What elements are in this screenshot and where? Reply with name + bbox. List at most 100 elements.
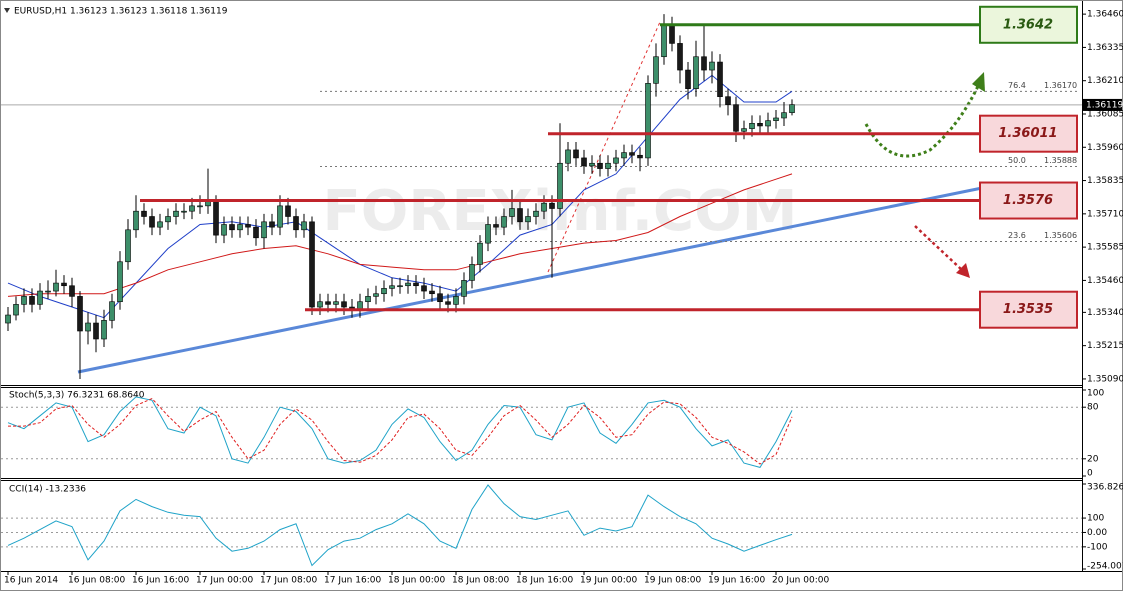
y-tick-label: 1.35090	[1087, 374, 1123, 384]
candle-body	[237, 224, 243, 231]
fib-ratio: 76.4	[1008, 81, 1026, 90]
candle-body	[117, 261, 123, 303]
trend-line	[77, 186, 983, 374]
candle-body	[373, 293, 379, 297]
candle-body	[253, 226, 259, 239]
candle-body	[445, 301, 451, 305]
y-tick-label: 1.35710	[1087, 209, 1123, 219]
candle-body	[629, 152, 635, 156]
candle-body	[37, 290, 43, 305]
candle-body	[549, 202, 555, 209]
candle-body	[645, 83, 651, 159]
candle-body	[69, 285, 75, 297]
candle-body	[365, 296, 371, 303]
candle-body	[573, 149, 579, 159]
candle-body	[21, 296, 27, 305]
level-box	[979, 5, 1078, 44]
candle-body	[597, 162, 603, 169]
candle-body	[61, 282, 67, 287]
candle-body	[5, 314, 11, 324]
level-box	[979, 114, 1078, 153]
candle-body	[13, 304, 19, 316]
candle-body	[165, 216, 171, 223]
candle-body	[149, 216, 155, 228]
level-label: 1.3535	[1003, 302, 1053, 317]
down-arrow	[914, 225, 963, 271]
x-tick-label: 19 Jun 08:00	[644, 576, 701, 586]
candle-body	[141, 210, 147, 217]
candle-body	[789, 104, 795, 113]
candle-body	[773, 117, 779, 121]
y-tick-label: 100	[1087, 389, 1104, 399]
candle-body	[581, 157, 587, 167]
candle-body	[381, 288, 387, 295]
y-tick-label: 1.36460	[1087, 10, 1123, 20]
candle-body	[525, 216, 531, 223]
candle-body	[405, 282, 411, 287]
candle-body	[45, 290, 51, 293]
candle-body	[469, 264, 475, 281]
cci-title: CCI(14) -13.2336	[9, 485, 86, 495]
y-tick-label: 1.35835	[1087, 176, 1123, 186]
x-tick-label: 19 Jun 16:00	[708, 576, 765, 586]
candle-body	[733, 104, 739, 132]
y-tick-label: 100	[1087, 514, 1104, 524]
candle-body	[501, 216, 507, 228]
last-price-label: 1.36119	[1086, 100, 1123, 110]
candle-body	[333, 301, 339, 305]
x-tick-label: 17 Jun 08:00	[260, 576, 317, 586]
y-tick-label: 1.35460	[1087, 276, 1123, 286]
candle-body	[285, 205, 291, 217]
y-tick-label: 1.36085	[1087, 109, 1123, 119]
level-box	[979, 290, 1078, 329]
candle-body	[741, 128, 747, 132]
fib-price: 1.36170	[1044, 81, 1077, 90]
candle-body	[669, 24, 675, 44]
candle-body	[413, 282, 419, 287]
candle-body	[421, 285, 427, 292]
candle-body	[125, 229, 131, 263]
fib-price: 1.35888	[1044, 156, 1077, 165]
candle-body	[309, 221, 315, 308]
y-tick-label: 1.35340	[1087, 308, 1123, 318]
x-tick-label: 17 Jun 00:00	[196, 576, 253, 586]
candle-body	[437, 293, 443, 303]
fib-price: 1.35606	[1044, 231, 1077, 240]
candle-body	[221, 224, 227, 236]
y-tick-label: 20	[1087, 454, 1099, 464]
candle-body	[509, 208, 515, 217]
candle-body	[661, 24, 667, 58]
candle-body	[397, 285, 403, 288]
candle-body	[477, 242, 483, 265]
candle-body	[693, 56, 699, 89]
candle-body	[621, 152, 627, 159]
moving-average	[7, 173, 793, 297]
chart-title: EURUSD,H1 1.36123 1.36123 1.36118 1.3611…	[14, 7, 228, 17]
candle-body	[541, 202, 547, 212]
candle-body	[101, 320, 107, 340]
level-label: 1.3576	[1003, 193, 1053, 208]
y-tick-label: 0.00	[1087, 528, 1107, 538]
y-tick-label: 1.35215	[1087, 341, 1123, 351]
candle-body	[29, 296, 35, 305]
candle-body	[181, 210, 187, 213]
candle-body	[685, 69, 691, 89]
candle-body	[77, 296, 83, 332]
candle-body	[189, 205, 195, 212]
candle-body	[389, 285, 395, 289]
y-tick-label: 1.36335	[1087, 43, 1123, 53]
candle-body	[461, 280, 467, 297]
level-label: 1.3642	[1003, 17, 1053, 32]
candle-body	[429, 290, 435, 295]
candle-body	[613, 157, 619, 164]
candle-body	[493, 224, 499, 228]
y-tick-label: 80	[1087, 403, 1099, 413]
candle-body	[453, 296, 459, 305]
candle-body	[677, 43, 683, 71]
candle-body	[781, 112, 787, 119]
y-tick-label: -100	[1087, 542, 1108, 552]
candle-body	[717, 61, 723, 97]
candle-body	[653, 56, 659, 84]
candle-body	[301, 221, 307, 231]
fib-ratio: 23.6	[1008, 231, 1026, 240]
